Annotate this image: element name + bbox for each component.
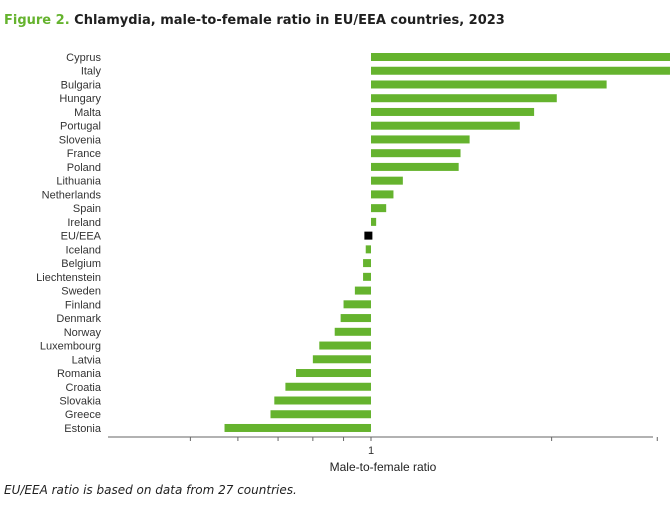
bar-malta	[371, 107, 535, 116]
category-label-malta: Malta	[74, 107, 102, 119]
bar-portugal	[371, 121, 520, 130]
category-label-croatia: Croatia	[66, 382, 102, 394]
bar-luxembourg	[319, 341, 371, 350]
category-label-slovenia: Slovenia	[59, 134, 102, 146]
bars	[224, 53, 670, 432]
bar-croatia	[285, 382, 371, 391]
bar-ireland	[371, 217, 377, 226]
category-label-finland: Finland	[65, 299, 101, 311]
footnote: EU/EEA ratio is based on data from 27 co…	[4, 483, 297, 497]
category-label-latvia: Latvia	[72, 354, 102, 366]
bar-sweden	[354, 286, 371, 295]
x-axis: 1	[108, 436, 658, 457]
category-label-greece: Greece	[65, 409, 101, 421]
bar-cyprus	[371, 53, 670, 61]
bar-norway	[334, 327, 371, 336]
category-label-eu-eea: EU/EEA	[61, 231, 102, 243]
figure-label: Figure 2.	[4, 13, 70, 28]
category-label-belgium: Belgium	[61, 258, 101, 270]
bar-lithuania	[371, 176, 403, 185]
category-label-hungary: Hungary	[59, 93, 101, 105]
bar-estonia	[224, 423, 371, 432]
category-label-estonia: Estonia	[64, 423, 102, 435]
bar-slovenia	[371, 135, 470, 144]
category-label-luxembourg: Luxembourg	[40, 341, 101, 353]
category-label-italy: Italy	[81, 66, 102, 78]
bar-greece	[270, 410, 371, 419]
bar-finland	[343, 300, 371, 309]
bar-bulgaria	[371, 80, 607, 89]
category-label-norway: Norway	[64, 327, 102, 339]
figure-title: Figure 2. Chlamydia, male-to-female rati…	[4, 13, 505, 28]
category-labels: CyprusItalyBulgariaHungaryMaltaPortugalS…	[36, 52, 102, 435]
bar-spain	[371, 204, 387, 213]
bar-hungary	[371, 94, 557, 103]
bar-romania	[296, 369, 371, 378]
category-label-bulgaria: Bulgaria	[61, 79, 102, 91]
x-axis-label: Male-to-female ratio	[330, 460, 437, 474]
category-label-iceland: Iceland	[66, 244, 101, 256]
x-tick-label: 1	[368, 445, 374, 457]
bar-france	[371, 149, 461, 158]
bar-poland	[371, 162, 459, 171]
category-label-lithuania: Lithuania	[56, 176, 102, 188]
category-label-france: France	[67, 148, 101, 160]
bar-italy	[371, 66, 670, 75]
category-label-portugal: Portugal	[60, 121, 101, 133]
bar-liechtenstein	[363, 272, 371, 281]
category-label-romania: Romania	[57, 368, 102, 380]
figure-title-text: Chlamydia, male-to-female ratio in EU/EE…	[74, 13, 505, 28]
bar-iceland	[365, 245, 371, 254]
category-label-cyprus: Cyprus	[66, 52, 101, 64]
category-label-liechtenstein: Liechtenstein	[36, 272, 101, 284]
x-axis-ticks: 1	[189, 437, 658, 457]
category-label-netherlands: Netherlands	[42, 189, 102, 201]
category-label-sweden: Sweden	[61, 286, 101, 298]
bar-slovakia	[274, 396, 371, 405]
bar-netherlands	[371, 190, 394, 199]
bar-denmark	[340, 314, 371, 323]
bar-latvia	[312, 355, 371, 364]
category-label-denmark: Denmark	[56, 313, 101, 325]
category-label-spain: Spain	[73, 203, 101, 215]
marker-eu-eea	[364, 231, 373, 240]
category-label-slovakia: Slovakia	[59, 396, 101, 408]
bar-chart: CyprusItalyBulgariaHungaryMaltaPortugalS…	[36, 52, 670, 474]
category-label-poland: Poland	[67, 162, 101, 174]
category-label-ireland: Ireland	[67, 217, 101, 229]
bar-belgium	[363, 259, 371, 268]
